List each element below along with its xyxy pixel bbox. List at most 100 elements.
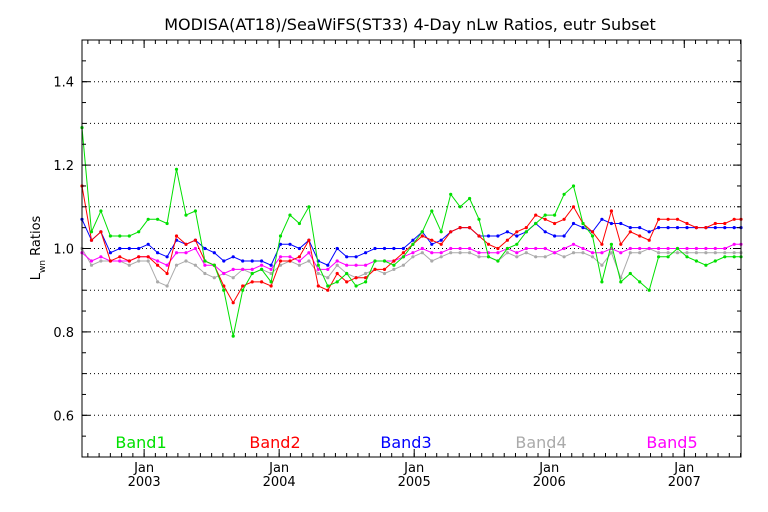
data-point <box>486 255 491 259</box>
data-point <box>439 255 443 259</box>
data-point <box>619 242 623 246</box>
y-tick-label: 1.0 <box>53 243 74 258</box>
data-point <box>562 234 566 238</box>
data-point <box>89 230 94 234</box>
data-point <box>193 246 197 251</box>
data-point <box>477 255 481 259</box>
data-point <box>486 234 491 238</box>
data-point <box>382 246 387 251</box>
data-point <box>685 255 689 259</box>
data-point <box>732 255 736 259</box>
data-point <box>165 271 169 276</box>
data-point <box>562 246 566 251</box>
data-point <box>496 259 500 263</box>
data-point <box>477 234 481 238</box>
data-point <box>590 234 595 238</box>
data-point <box>297 255 301 259</box>
data-point <box>373 246 377 251</box>
data-point <box>118 246 122 251</box>
data-point <box>496 246 500 251</box>
data-point <box>515 251 519 255</box>
x-tick-month: Jan <box>268 461 289 476</box>
data-point <box>99 230 103 234</box>
data-point <box>685 221 689 226</box>
data-point <box>373 267 377 271</box>
data-point <box>430 251 434 255</box>
data-point <box>193 209 197 213</box>
data-point <box>524 230 528 234</box>
data-point <box>231 301 235 305</box>
data-point <box>222 271 226 276</box>
data-point <box>203 263 207 267</box>
data-point <box>89 259 94 263</box>
data-point <box>468 196 472 201</box>
data-point <box>534 255 538 259</box>
y-tick-label: 0.6 <box>53 409 74 424</box>
data-point <box>666 217 670 221</box>
data-point <box>297 221 301 226</box>
data-point <box>137 246 141 251</box>
data-point <box>165 221 169 226</box>
data-point <box>260 280 264 284</box>
data-point <box>184 251 188 255</box>
data-point <box>553 221 557 226</box>
data-point <box>345 271 349 276</box>
data-point <box>108 234 112 238</box>
data-point <box>382 271 387 276</box>
data-point <box>732 242 736 246</box>
data-point <box>505 230 509 234</box>
data-point <box>165 263 169 267</box>
data-point <box>401 246 405 251</box>
data-point <box>571 251 576 255</box>
data-point <box>345 280 349 284</box>
data-point <box>269 263 273 267</box>
data-point <box>137 255 141 259</box>
data-point <box>99 259 103 263</box>
data-point <box>278 259 283 263</box>
data-point <box>392 246 396 251</box>
data-point <box>250 271 254 276</box>
data-point <box>449 192 453 196</box>
data-point <box>458 246 462 251</box>
data-point <box>156 259 160 263</box>
data-point <box>609 251 614 255</box>
data-point <box>174 251 179 255</box>
data-point <box>392 267 396 271</box>
data-point <box>335 271 339 276</box>
data-point <box>600 263 604 267</box>
data-point <box>250 259 254 263</box>
data-point <box>694 246 699 251</box>
data-point <box>439 238 443 242</box>
data-point <box>288 255 292 259</box>
data-point <box>505 251 509 255</box>
data-point <box>401 263 405 267</box>
data-point <box>278 242 283 246</box>
data-point <box>288 259 292 263</box>
data-point <box>468 246 472 251</box>
data-point <box>146 217 150 221</box>
data-point <box>278 234 283 238</box>
data-point <box>420 246 424 251</box>
data-point <box>354 255 358 259</box>
x-tick-year: 2003 <box>128 475 161 490</box>
data-point <box>543 230 547 234</box>
data-point <box>118 234 122 238</box>
y-tick-label: 0.8 <box>53 326 74 341</box>
data-point <box>571 221 576 226</box>
data-point <box>430 238 434 242</box>
data-point <box>723 251 727 255</box>
data-point <box>704 263 708 267</box>
data-point <box>590 230 595 234</box>
data-point <box>193 238 197 242</box>
data-point <box>401 251 405 255</box>
data-point <box>364 263 368 267</box>
data-point <box>156 217 160 221</box>
data-point <box>364 251 368 255</box>
data-point <box>297 246 301 251</box>
data-point <box>127 234 131 238</box>
data-point <box>392 263 396 267</box>
data-point <box>326 276 330 280</box>
data-point <box>420 251 424 255</box>
data-point <box>609 209 614 213</box>
data-point <box>326 288 330 292</box>
